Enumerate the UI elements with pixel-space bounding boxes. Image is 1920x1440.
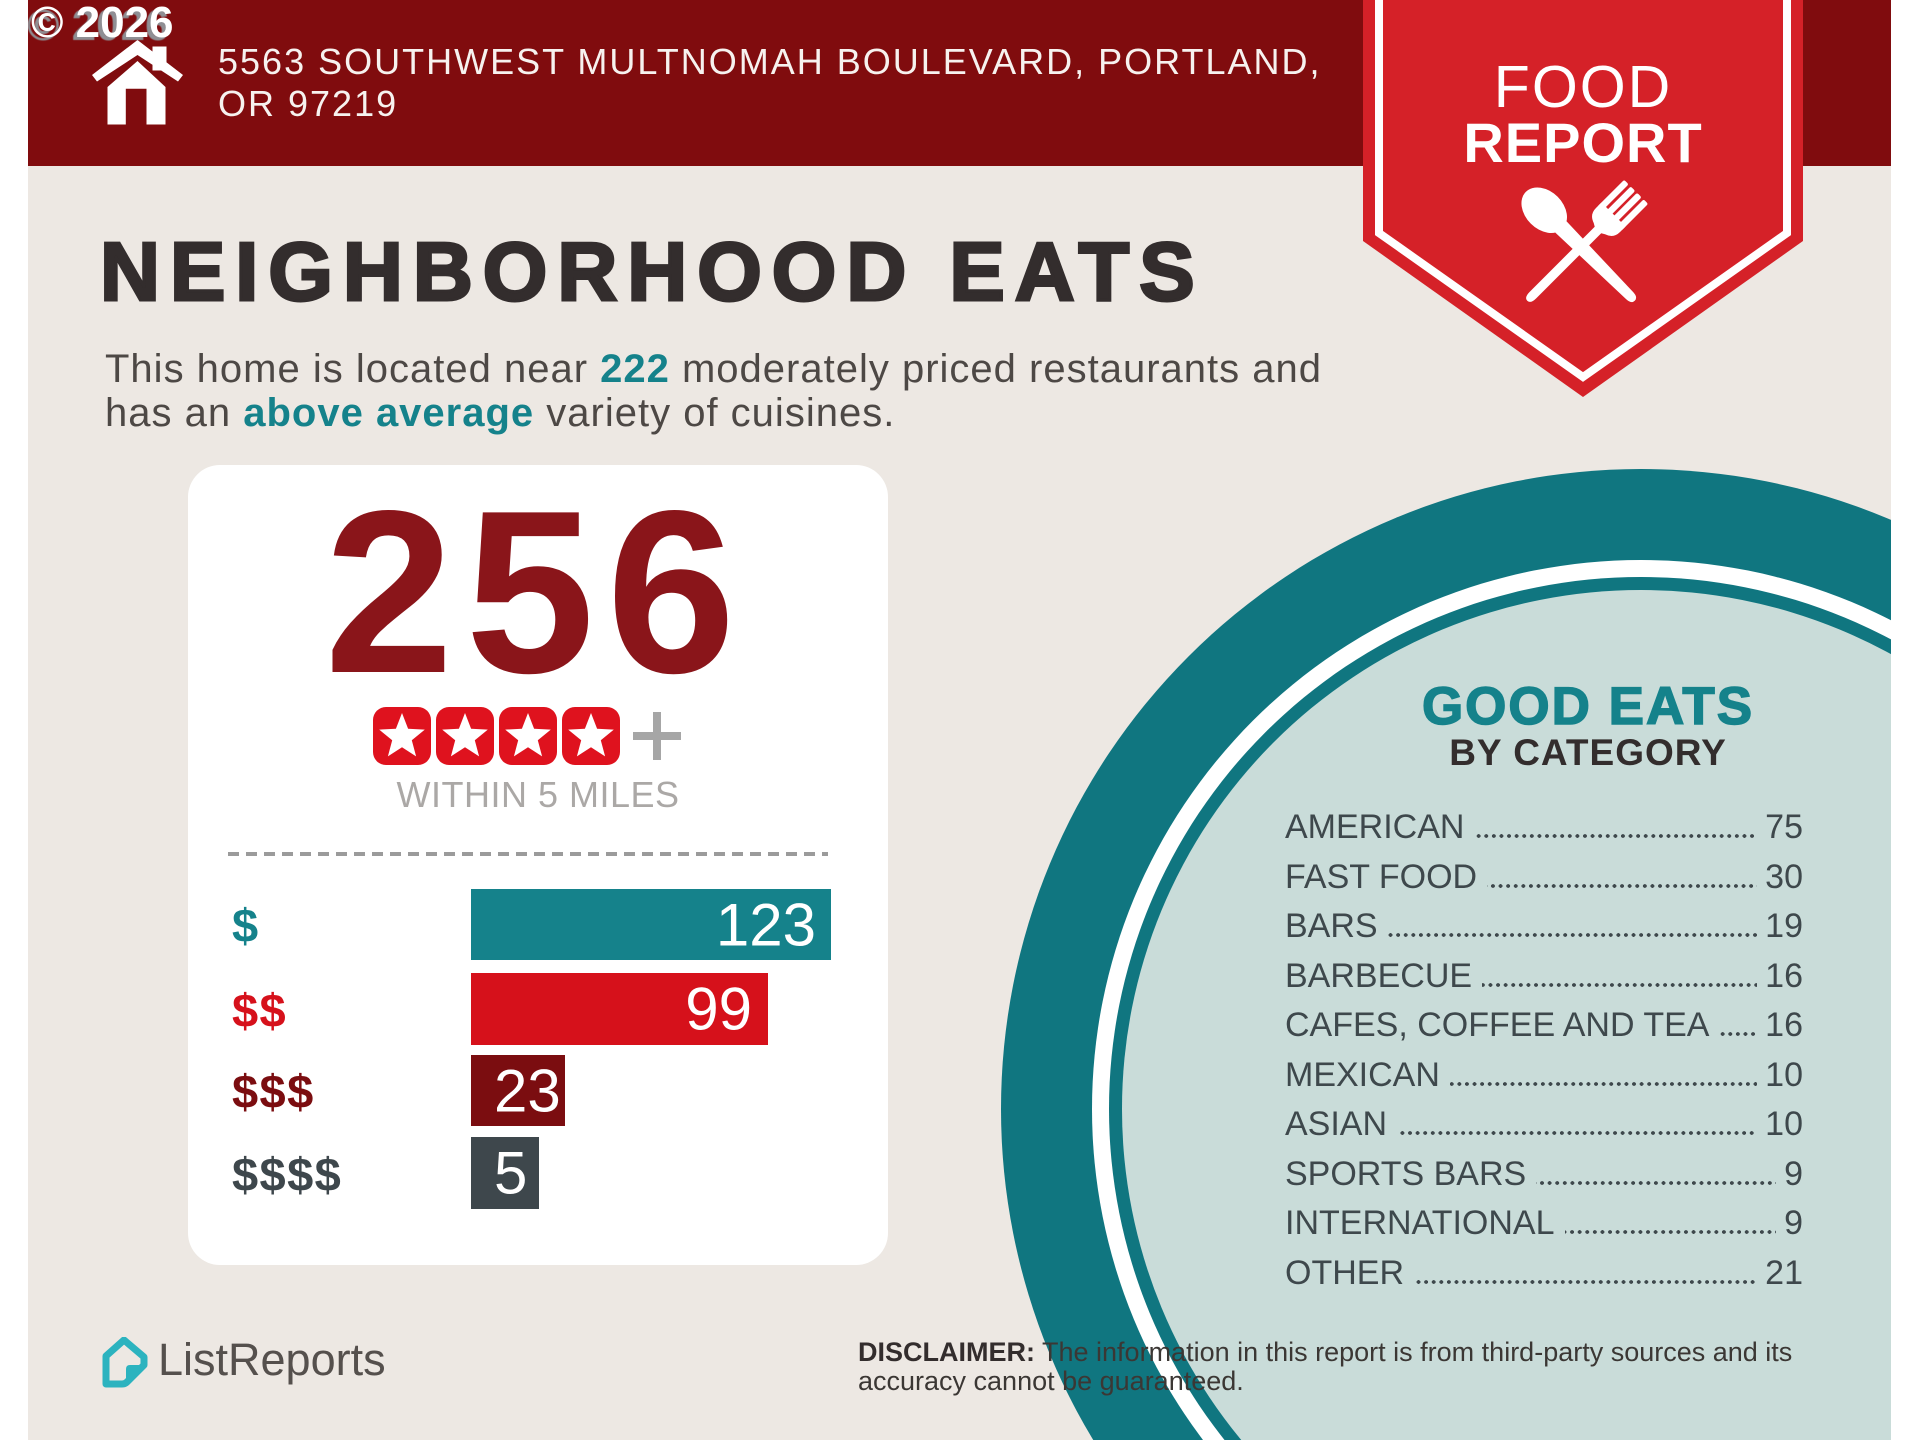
- svg-text:REPORT: REPORT: [1463, 111, 1702, 174]
- svg-text:FOOD: FOOD: [1494, 54, 1672, 120]
